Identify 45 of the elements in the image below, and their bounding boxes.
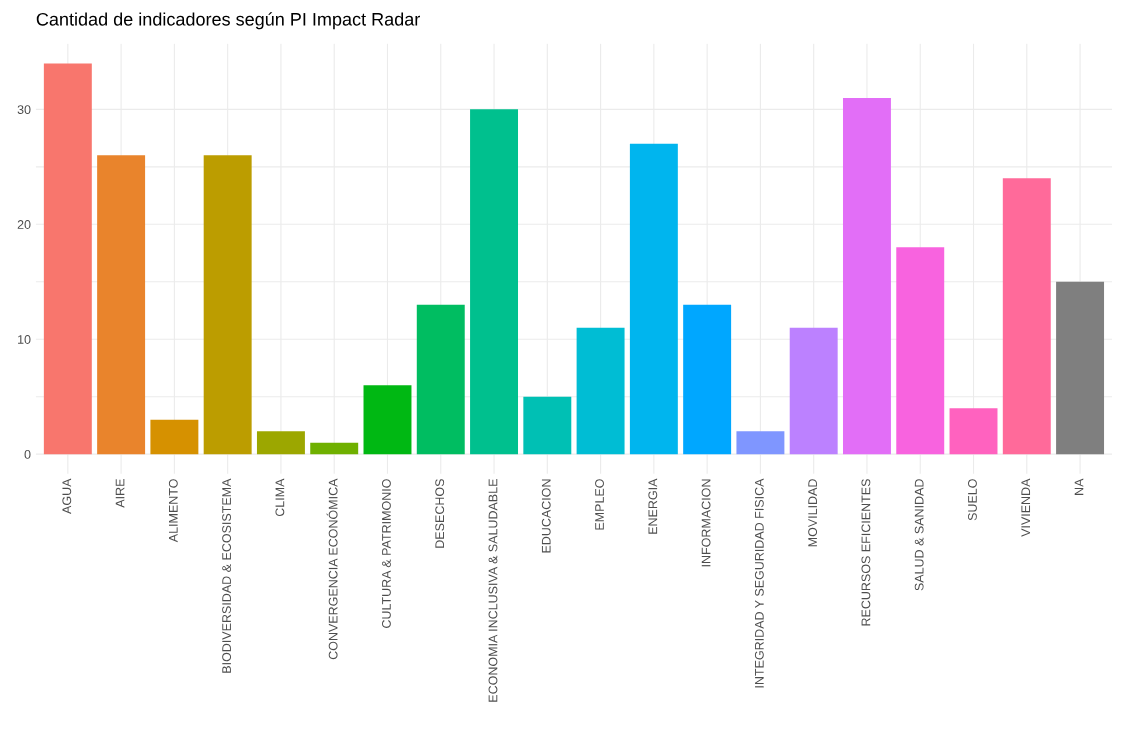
- bar: [523, 396, 572, 455]
- x-tick-label: AGUA: [62, 478, 72, 514]
- bar: [203, 155, 252, 455]
- bar: [683, 304, 732, 455]
- x-tick-label: CULTURA & PATRIMONIO: [381, 479, 391, 628]
- bar: [363, 385, 412, 455]
- bar: [842, 97, 891, 455]
- bar: [736, 431, 785, 455]
- bar: [310, 442, 359, 455]
- bar: [789, 327, 838, 455]
- y-tick-label: 30: [17, 105, 31, 115]
- bar: [1056, 281, 1105, 455]
- bar: [97, 155, 146, 455]
- bar: [576, 327, 625, 455]
- x-tick-label: DESECHOS: [435, 479, 445, 548]
- x-tick-label: BIODIVERSIDAD & ECOSISTEMA: [222, 478, 232, 673]
- x-tick-label: VIVIENDA: [1021, 478, 1031, 537]
- bar: [629, 143, 678, 455]
- y-tick-label: 0: [24, 449, 31, 459]
- x-tick-label: INTEGRIDAD Y SEGURIDAD FISICA: [754, 478, 764, 688]
- bar: [256, 431, 305, 455]
- x-tick-label: MOVILIDAD: [808, 479, 818, 547]
- x-tick-label: ENERGIA: [648, 478, 658, 534]
- x-tick-label: NA: [1074, 478, 1084, 495]
- y-tick-label: 20: [17, 220, 31, 229]
- x-tick-label: SALUD & SANIDAD: [914, 479, 924, 591]
- bar: [1002, 178, 1051, 455]
- x-tick-label: SUELO: [968, 479, 977, 521]
- x-tick-label: AIRE: [115, 479, 125, 508]
- x-tick-label: CLIMA: [275, 478, 285, 517]
- bar: [896, 247, 945, 455]
- y-tick-label: 10: [18, 335, 31, 344]
- x-tick-label: EMPLEO: [595, 479, 604, 530]
- bar: [470, 109, 519, 455]
- x-tick-label: CONVERGENCIA ECONÓMICA: [326, 478, 338, 660]
- bar: [150, 419, 199, 455]
- bar: [949, 408, 998, 455]
- bar: [43, 63, 92, 455]
- x-tick-label: ECONOMIA INCLUSIVA & SALUDABLE: [488, 479, 498, 702]
- x-tick-label: ALIMENTO: [168, 479, 178, 543]
- x-tick-label: RECURSOS EFICIENTES: [861, 479, 871, 626]
- x-tick-label: EDUCACION: [541, 479, 551, 553]
- x-tick-label: INFORMACION: [701, 479, 711, 567]
- chart-title: Cantidad de indicadores según PI Impact Radar: [36, 12, 420, 30]
- bar: [416, 304, 465, 455]
